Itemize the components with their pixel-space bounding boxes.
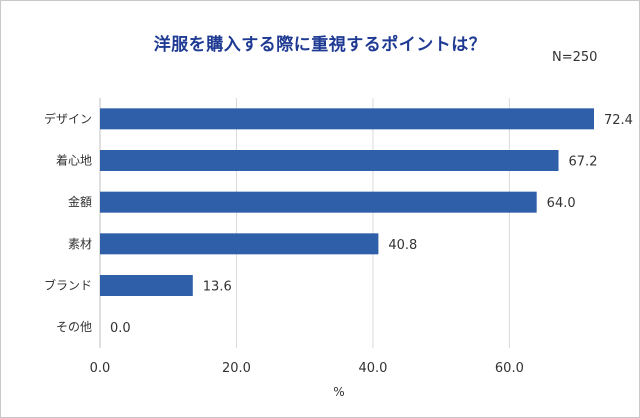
x-tick-label: 20.0 bbox=[222, 361, 251, 376]
category-label: 着心地 bbox=[56, 153, 92, 168]
bar bbox=[100, 275, 193, 296]
x-tick-label: 0.0 bbox=[90, 361, 111, 376]
category-label: デザイン bbox=[44, 111, 92, 126]
category-label: ブランド bbox=[44, 278, 92, 293]
bar bbox=[100, 150, 559, 171]
chart-title: 洋服を購入する際に重視するポイントは？ bbox=[153, 35, 487, 55]
bar bbox=[100, 108, 594, 130]
x-tick-label: 40.0 bbox=[358, 361, 387, 376]
category-label: 金額 bbox=[68, 194, 92, 209]
bar bbox=[100, 191, 537, 213]
value-labels: 72.4 67.2 64.0 40.8 13.6 0.0 bbox=[110, 113, 633, 336]
value-label: 40.8 bbox=[388, 238, 417, 253]
x-tick-labels: 0.0 20.0 40.0 60.0 bbox=[90, 361, 524, 376]
category-label: その他 bbox=[56, 320, 92, 334]
value-label: 13.6 bbox=[203, 280, 232, 295]
value-label: 0.0 bbox=[110, 321, 131, 336]
value-label: 72.4 bbox=[604, 113, 633, 128]
sample-size-label: N=250 bbox=[552, 50, 598, 65]
x-axis-title: % bbox=[333, 385, 344, 399]
category-label: 素材 bbox=[68, 237, 92, 251]
value-label: 64.0 bbox=[547, 196, 576, 211]
value-label: 67.2 bbox=[569, 155, 598, 170]
grid-lines bbox=[99, 98, 510, 348]
bar bbox=[100, 233, 379, 255]
bars bbox=[100, 108, 594, 296]
x-tick-label: 60.0 bbox=[495, 361, 524, 376]
